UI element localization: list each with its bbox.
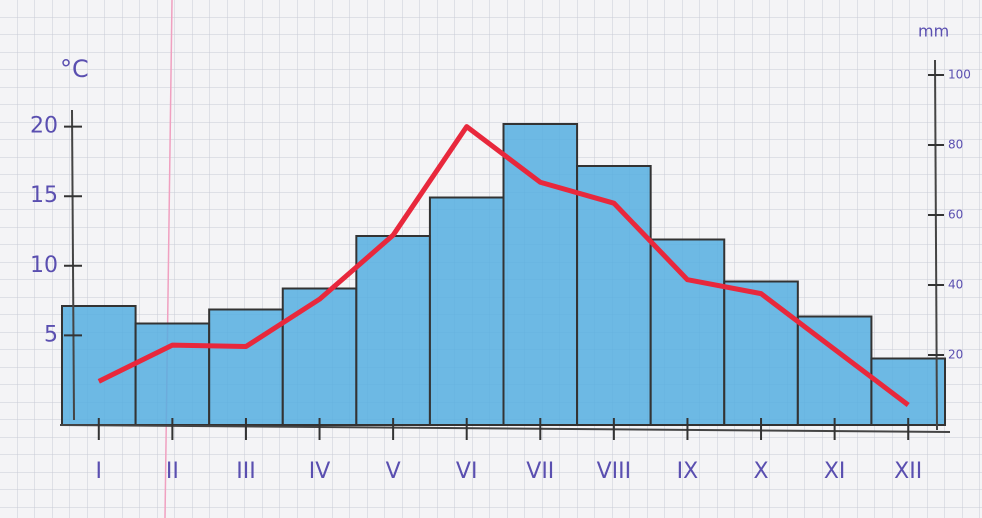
y2-tick-label: 60	[948, 208, 963, 222]
bar	[723, 280, 799, 426]
x-tick-label: IV	[309, 459, 331, 484]
x-tick-label: X	[754, 459, 769, 484]
bar	[355, 235, 431, 426]
bar	[208, 308, 284, 426]
bar	[281, 287, 358, 426]
y2-tick-label: 80	[948, 138, 963, 152]
y2-tick-label: 100	[948, 68, 971, 82]
y-tick-label: 20	[30, 114, 58, 139]
y-tick-label: 5	[44, 322, 58, 347]
x-tick-label: I	[96, 459, 103, 484]
y2-axis-label: mm	[918, 22, 949, 41]
x-tick-label: V	[386, 459, 401, 484]
x-tick-label: XI	[824, 459, 846, 484]
temperature-line	[97, 124, 910, 407]
x-tick-label: VII	[526, 459, 554, 484]
x-tick-label: II	[166, 459, 179, 484]
y-tick-label: 10	[30, 253, 58, 278]
margin-line	[164, 0, 173, 518]
x-axis	[59, 424, 951, 433]
y2-tick-label: 40	[948, 278, 963, 292]
x-tick-label: XII	[894, 459, 922, 484]
x-tick-label: VI	[456, 459, 478, 484]
y-tick-label: 15	[30, 183, 58, 208]
bar	[870, 357, 947, 426]
y2-tick-label: 20	[948, 348, 963, 362]
bar	[428, 196, 505, 426]
y2-axis	[934, 59, 938, 431]
bar	[502, 123, 579, 426]
bar	[134, 322, 211, 426]
x-tick-label: VIII	[597, 459, 632, 484]
bar	[649, 238, 726, 426]
y-axis-label: °C	[60, 55, 89, 83]
x-tick-label: IX	[677, 459, 699, 484]
x-tick-label: III	[236, 459, 255, 484]
